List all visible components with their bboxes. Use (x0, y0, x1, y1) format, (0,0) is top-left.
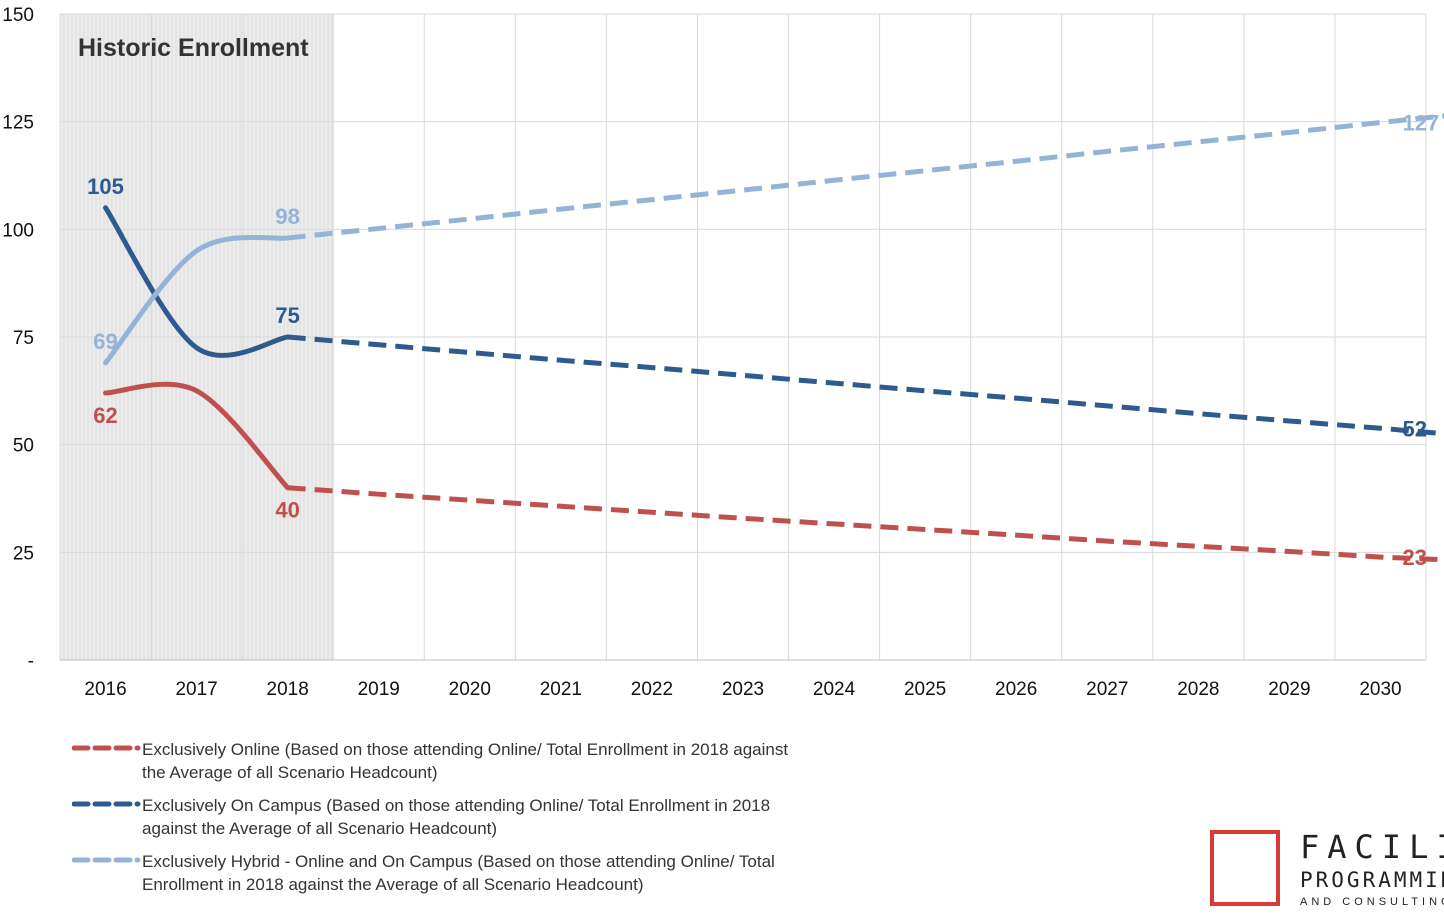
series-historic-line-0 (103, 381, 291, 491)
legend-item-on-campus: Exclusively On Campus (Based on those at… (72, 794, 812, 840)
x-tick-label: 2022 (631, 679, 673, 700)
historic-enrollment-title: Historic Enrollment (78, 34, 309, 62)
y-tick-label: 150 (2, 5, 34, 26)
data-label: 98 (275, 204, 299, 229)
x-tick-label: 2016 (84, 679, 126, 700)
x-tick-label: 2029 (1268, 679, 1310, 700)
x-tick-label: 2028 (1177, 679, 1219, 700)
data-label: 23 (1402, 545, 1426, 570)
legend-item-hybrid: Exclusively Hybrid - Online and On Campu… (72, 850, 812, 896)
logo-text-programming: PROGRAMMING (1300, 868, 1444, 892)
x-tick-label: 2017 (175, 679, 217, 700)
legend-label-on-campus: Exclusively On Campus (Based on those at… (142, 796, 771, 838)
legend-swatch-on-campus (72, 801, 141, 807)
y-tick-label: 50 (13, 436, 34, 457)
x-tick-label: 2030 (1359, 679, 1401, 700)
y-tick-label: 75 (13, 328, 34, 349)
legend: Exclusively Online (Based on those atten… (72, 738, 812, 906)
data-label: 75 (275, 303, 299, 328)
legend-swatch-hybrid (72, 857, 141, 863)
series-historic-line-1 (103, 205, 291, 358)
x-tick-label: 2026 (995, 679, 1037, 700)
data-label: 62 (93, 403, 117, 428)
y-tick-label: - (28, 651, 34, 672)
data-label: 69 (93, 329, 117, 354)
series-projected-line-0 (287, 485, 1444, 563)
x-tick-label: 2027 (1086, 679, 1128, 700)
logo-text-facility: FACILITY (1300, 828, 1444, 866)
legend-label-online: Exclusively Online (Based on those atten… (142, 740, 789, 782)
legend-item-online: Exclusively Online (Based on those atten… (72, 738, 812, 784)
series-projected-line-1 (287, 334, 1444, 437)
x-tick-label: 2018 (267, 679, 309, 700)
series-historic-line-2 (103, 234, 291, 366)
x-tick-label: 2020 (449, 679, 491, 700)
logo-red-frame (1210, 830, 1280, 906)
x-tick-label: 2024 (813, 679, 856, 700)
facility-programming-logo: FACILITY PROGRAMMING AND CONSULTING (1208, 828, 1444, 912)
data-label: 105 (87, 174, 124, 199)
data-label: 40 (275, 498, 299, 523)
x-tick-label: 2023 (722, 679, 764, 700)
enrollment-chart: Historic Enrollment 150 125 100 75 50 25 - 2016… (2, 5, 1444, 700)
x-tick-label: 2021 (540, 679, 582, 700)
data-label: 127 (1402, 111, 1439, 136)
x-tick-label: 2025 (904, 679, 946, 700)
y-tick-label: 125 (2, 113, 34, 134)
data-label: 52 (1402, 416, 1426, 441)
y-tick-label: 25 (13, 543, 34, 564)
x-tick-label: 2019 (358, 679, 400, 700)
legend-label-hybrid: Exclusively Hybrid - Online and On Campu… (142, 852, 775, 894)
y-tick-label: 100 (2, 220, 34, 241)
legend-swatch-online (72, 745, 141, 751)
logo-text-consulting: AND CONSULTING (1300, 896, 1444, 908)
series-projected-line-2 (287, 113, 1444, 241)
